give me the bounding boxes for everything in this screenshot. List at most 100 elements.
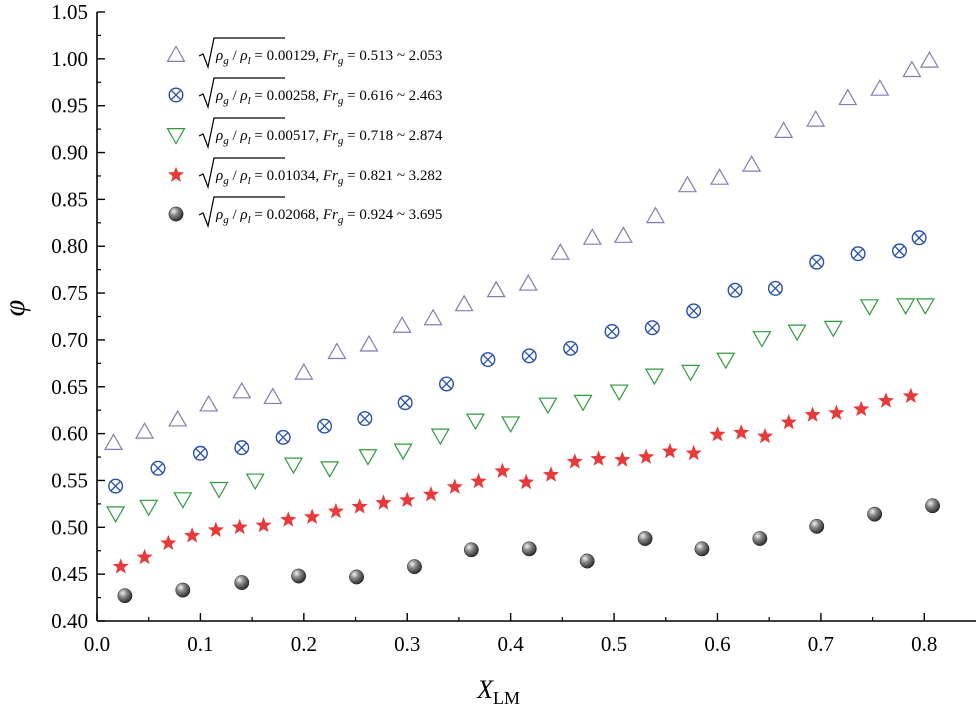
data-point [245,473,265,491]
marker-ring [521,348,537,364]
data-point [716,352,736,370]
y-tick-label: 0.90 [51,141,88,165]
series-1 [104,51,939,450]
x-tick-label: 0.6 [704,632,730,656]
data-point [139,499,159,517]
legend-label-part: / [229,88,241,104]
legend-label-part: l [248,95,251,107]
marker-ring [809,254,825,270]
data-point [291,568,307,584]
data-point [320,461,340,478]
marker-ring [563,340,579,356]
x-tick-label: 0.2 [291,632,317,656]
data-point [192,445,208,461]
legend-radical-sign [198,37,285,70]
x-tick-label: 0.8 [911,632,937,656]
data-point [465,413,486,431]
y-tick-label: 0.50 [51,515,88,539]
data-point [838,88,858,106]
marker-cross [482,354,494,365]
y-tick-label: 0.95 [51,94,88,118]
data-point [661,442,678,459]
data-point [317,418,333,434]
marker-ring [891,243,907,259]
legend-label-part: Fr [322,168,338,184]
legend-marker [166,128,186,145]
data-point [911,230,927,246]
legend-label-part: Fr [322,48,338,64]
y-tick-label: 1.00 [51,47,88,71]
marker-ring [234,440,250,456]
data-point [393,443,413,461]
legend-label-part: ρ [215,48,223,64]
legend-label-part: g [223,95,229,107]
data-point [590,450,607,466]
data-point [359,334,379,352]
y-tick-label: 0.60 [51,422,88,446]
data-point [399,491,416,507]
legend-label-part: / [229,128,241,144]
series-4 [112,387,919,574]
legend-item-5: ρg / ρl = 0.02068, Frg = 0.924 ~ 3.695 [168,196,442,229]
data-point [806,110,826,127]
marker-cross [811,256,823,268]
data-point [501,416,521,434]
data-point [637,531,653,547]
y-tick-label: 0.80 [51,234,88,258]
marker-cross [770,283,781,294]
data-point [733,424,750,440]
data-point [160,534,177,551]
data-point [757,427,774,444]
legend-label-part: = 0.513 ~ 2.053 [343,48,442,64]
y-tick-label: 0.45 [51,562,88,586]
legend-label-part: g [223,214,229,226]
legend-item-2: ρg / ρl = 0.00258, Frg = 0.616 ~ 2.463 [168,77,442,110]
data-point [809,254,825,270]
legend-label-part: = 0.00258, [251,88,323,104]
data-point [644,368,664,386]
data-point [645,206,665,224]
marker-cross [399,397,411,408]
data-point [538,397,558,415]
data-point [573,394,593,412]
data-point [850,246,866,262]
marker-ring [192,445,208,461]
legend-label-part: = 0.00129, [251,48,323,64]
marker-cross [894,245,905,257]
data-point [117,588,133,604]
legend-label-part: ρ [215,207,223,223]
legend-label-part: l [248,135,251,147]
legend-label-part: ρ [215,168,223,184]
y-tick-label: 0.55 [51,468,88,492]
data-point [518,473,535,490]
data-point [644,320,660,336]
data-point [727,282,743,298]
legend-label: ρg / ρl = 0.00129, Frg = 0.513 ~ 2.053 [215,48,442,67]
data-point [423,308,443,326]
data-point [327,342,347,360]
legend-label-part: l [248,55,251,67]
data-point [209,481,229,499]
data-point [896,298,916,315]
data-point [358,449,378,466]
series-5 [117,498,941,604]
data-point [349,569,365,585]
data-point [542,466,560,482]
data-point [681,364,701,382]
data-point [486,280,506,298]
data-point [767,280,783,296]
marker-cross [565,343,576,354]
data-point [357,411,373,427]
data-point [446,478,463,494]
data-point [439,376,455,392]
legend-marker [168,87,184,103]
y-axis: 0.40 0.45 0.50 0.55 0.60 0.65 0.70 0.75 0.80 0.85… [51,0,105,633]
data-point [135,422,155,439]
legend-label-part: = 0.01034, [251,168,323,184]
legend-label: ρg / ρl = 0.02068, Frg = 0.924 ~ 3.695 [215,207,442,226]
data-point [521,541,537,557]
data-point [579,553,595,569]
legend-label-part: = 0.00517, [251,128,323,144]
data-point [392,316,412,333]
